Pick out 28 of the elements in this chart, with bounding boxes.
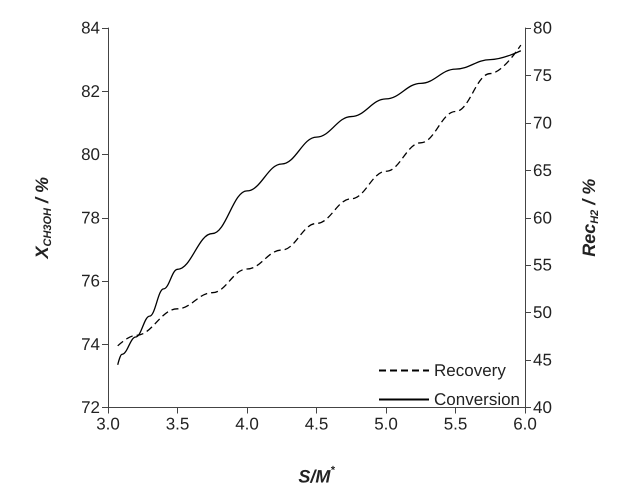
y2-tick-label: 70 (533, 113, 552, 132)
y-tick-label: 84 (81, 18, 100, 38)
legend-label: Conversion (434, 390, 520, 409)
y2-tick-label: 80 (533, 18, 552, 38)
y-tick-label: 76 (81, 272, 100, 290)
y2-tick-label: 65 (533, 160, 552, 180)
y-tick-label: 78 (81, 208, 100, 228)
x-tick-label: 6.0 (513, 414, 537, 434)
y-tick-label: 72 (81, 398, 100, 417)
y2-tick-label: 50 (533, 303, 552, 322)
y2-tick-label: 75 (533, 66, 552, 85)
y-tick-label: 82 (81, 82, 100, 101)
x-axis-title: S/M* (298, 464, 336, 486)
y-axis-title: XCH3OH / % (32, 176, 54, 260)
x-tick-label: 5.5 (444, 414, 468, 434)
y2-axis-title: RecH2 / % (579, 178, 601, 257)
y-tick-label: 74 (81, 334, 100, 354)
x-tick-label: 3.5 (166, 414, 190, 434)
y2-tick-label: 55 (533, 256, 552, 275)
legend-label: Recovery (434, 361, 506, 380)
x-tick-label: 4.5 (304, 414, 328, 434)
y2-tick-label: 60 (533, 208, 552, 228)
x-tick-label: 5.0 (374, 414, 398, 434)
y2-tick-label: 40 (533, 398, 552, 417)
x-tick-label: 3.0 (96, 414, 120, 434)
y2-tick-label: 45 (533, 350, 552, 370)
y-tick-label: 80 (81, 145, 100, 164)
x-tick-label: 4.0 (235, 414, 259, 434)
